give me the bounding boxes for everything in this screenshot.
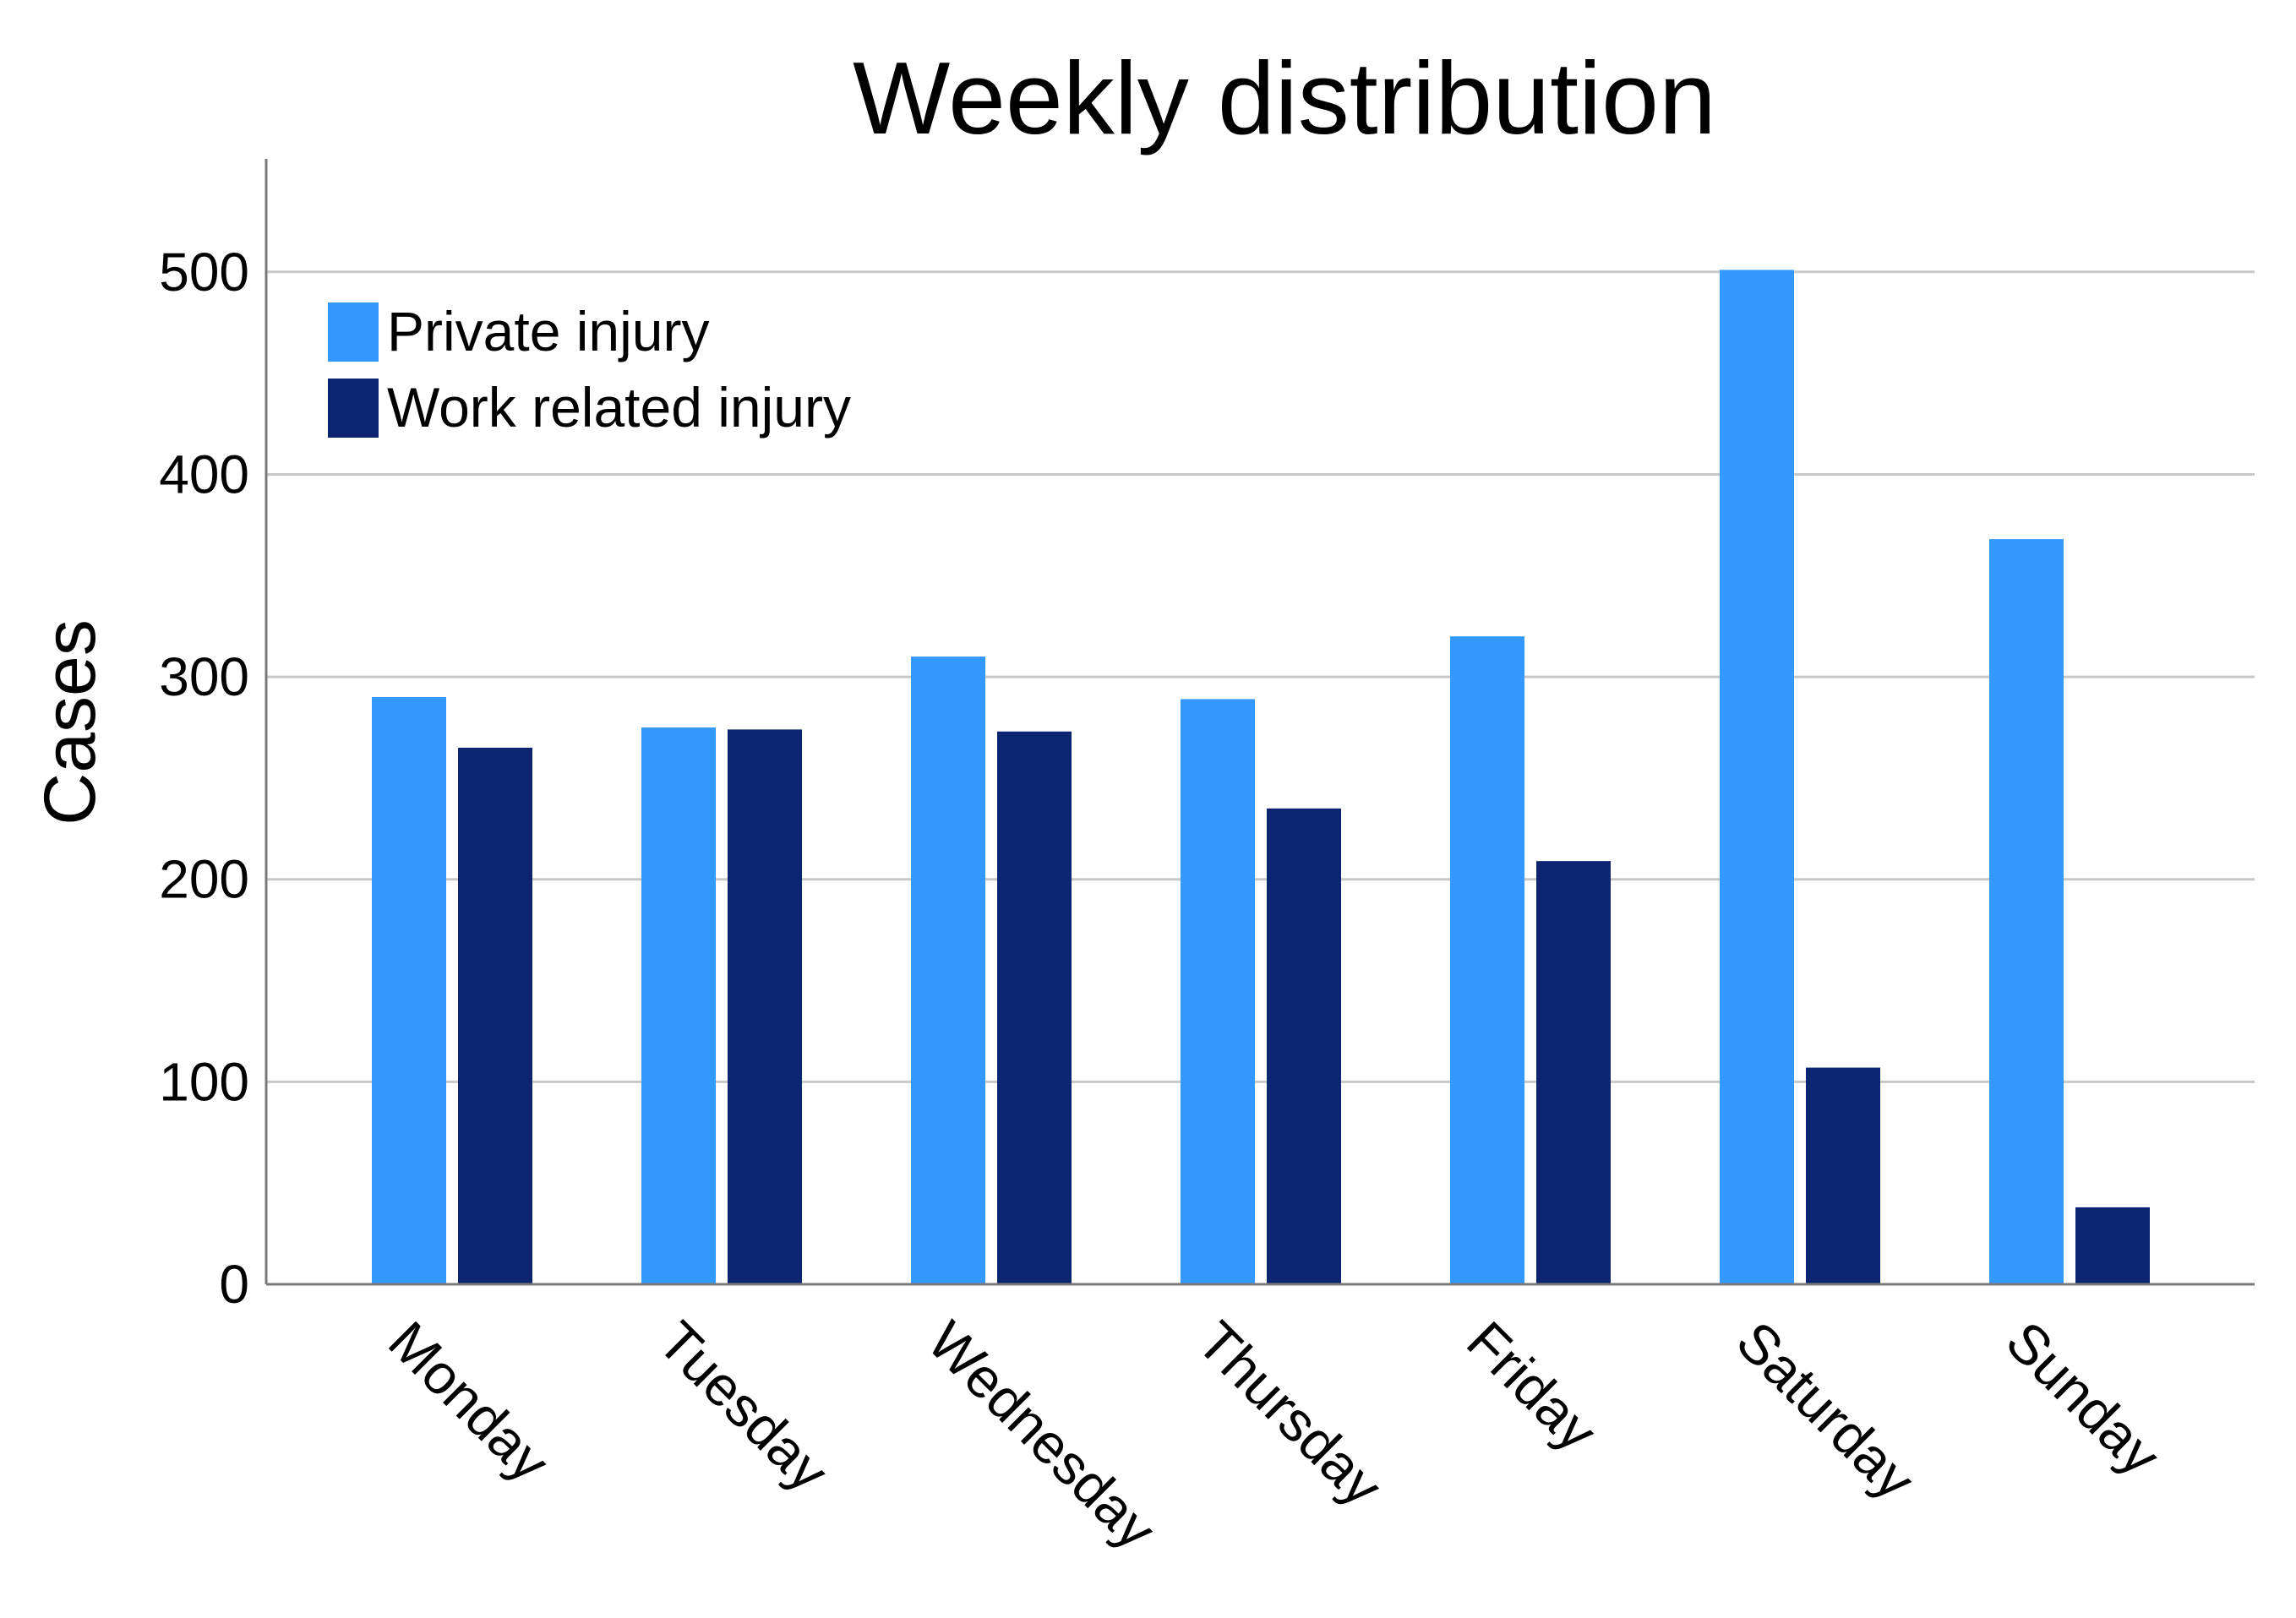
y-tick-label: 200 <box>159 849 249 910</box>
legend: Private injury Work related injury <box>328 300 851 439</box>
x-tick-label: Tuesday <box>646 1310 841 1504</box>
bar-wednesday-work <box>997 731 1072 1284</box>
legend-swatch <box>328 379 379 438</box>
bar-saturday-private <box>1720 270 1794 1284</box>
bar-wednesday-private <box>911 656 985 1284</box>
x-tick-label: Friday <box>1455 1310 1609 1463</box>
bar-friday-work <box>1536 861 1611 1284</box>
bar-sunday-work <box>2075 1207 2150 1284</box>
bars <box>372 270 2150 1284</box>
y-tick-label: 100 <box>159 1051 249 1112</box>
y-tick-label: 400 <box>159 444 249 504</box>
y-tick-label: 300 <box>159 646 249 707</box>
bar-monday-private <box>372 697 446 1284</box>
legend-label: Private injury <box>387 300 709 362</box>
x-tick-label: Sunday <box>1994 1310 2173 1488</box>
legend-label: Work related injury <box>387 376 851 439</box>
gridlines <box>266 270 2255 1083</box>
bar-monday-work <box>458 747 532 1284</box>
bar-tuesday-private <box>641 727 716 1284</box>
axes <box>265 159 2255 1286</box>
x-tick-label: Thursday <box>1186 1310 1394 1518</box>
legend-swatch <box>328 302 379 362</box>
bar-sunday-private <box>1989 539 2064 1284</box>
y-tick-labels: 0 100 200 300 400 500 <box>159 242 249 1315</box>
y-axis-label: Cases <box>30 619 111 825</box>
bar-thursday-private <box>1181 699 1255 1284</box>
x-tick-label: Wednesday <box>916 1310 1168 1561</box>
bar-tuesday-work <box>728 729 802 1284</box>
x-tick-label: Saturday <box>1725 1310 1927 1512</box>
y-tick-label: 0 <box>219 1254 249 1315</box>
x-tick-labels: Monday Tuesday Wednesday Thursday Friday Satu… <box>377 1310 2173 1561</box>
bar-thursday-work <box>1267 808 1341 1284</box>
bar-friday-private <box>1450 636 1524 1284</box>
bar-saturday-work <box>1806 1067 1880 1284</box>
x-tick-label: Monday <box>377 1310 561 1494</box>
chart-title: Weekly distribution <box>853 41 1716 155</box>
y-tick-label: 500 <box>159 242 249 302</box>
